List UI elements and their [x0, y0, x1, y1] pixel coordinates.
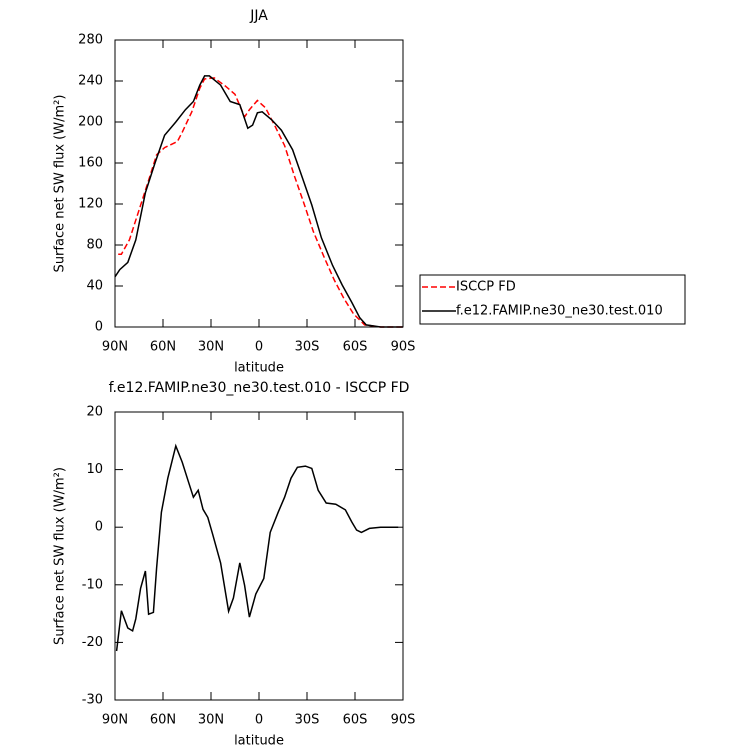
y-tick-label: -30 — [82, 693, 103, 708]
x-tick-label: 30S — [295, 713, 320, 728]
y-tick-label: 10 — [86, 462, 103, 477]
y-tick-label: 80 — [86, 238, 103, 253]
plot-frame — [114, 39, 404, 328]
line-series — [114, 75, 403, 328]
y-axis-label: Surface net SW flux (W/m²) — [53, 95, 68, 273]
y-tick-label: 120 — [78, 197, 103, 212]
chart-title: f.e12.FAMIP.ne30_ne30.test.010 - ISCCP F… — [109, 380, 410, 396]
x-tick-label: 30S — [295, 340, 320, 355]
x-tick-label: 90N — [102, 340, 128, 355]
line-series — [118, 77, 403, 328]
x-axis-label: latitude — [234, 361, 284, 376]
y-tick-label: 160 — [78, 156, 103, 171]
chart-title: JJA — [249, 8, 268, 24]
y-tick-label: 0 — [95, 520, 103, 535]
legend-label: f.e12.FAMIP.ne30_ne30.test.010 — [456, 304, 663, 319]
x-tick-label: 30N — [198, 340, 224, 355]
y-tick-label: 200 — [78, 115, 103, 130]
plot-frame — [114, 411, 404, 701]
x-tick-label: 0 — [255, 340, 263, 355]
y-tick-label: 240 — [78, 74, 103, 89]
x-tick-label: 90S — [391, 340, 416, 355]
y-tick-label: 0 — [95, 320, 103, 335]
legend-label: ISCCP FD — [456, 280, 516, 295]
y-tick-label: 40 — [86, 279, 103, 294]
x-tick-label: 0 — [255, 713, 263, 728]
x-tick-label: 60S — [343, 340, 368, 355]
x-axis-label: latitude — [234, 734, 284, 749]
x-tick-label: 30N — [198, 713, 224, 728]
y-tick-label: -10 — [82, 577, 103, 592]
x-tick-label: 60N — [150, 713, 176, 728]
line-series — [115, 443, 399, 652]
x-tick-label: 90N — [102, 713, 128, 728]
x-tick-label: 90S — [391, 713, 416, 728]
y-tick-label: 280 — [78, 33, 103, 48]
x-tick-label: 60S — [343, 713, 368, 728]
y-tick-label: 20 — [86, 405, 103, 420]
x-tick-label: 60N — [150, 340, 176, 355]
y-axis-label: Surface net SW flux (W/m²) — [53, 467, 68, 645]
y-tick-label: -20 — [82, 635, 103, 650]
legend-box — [419, 274, 686, 325]
